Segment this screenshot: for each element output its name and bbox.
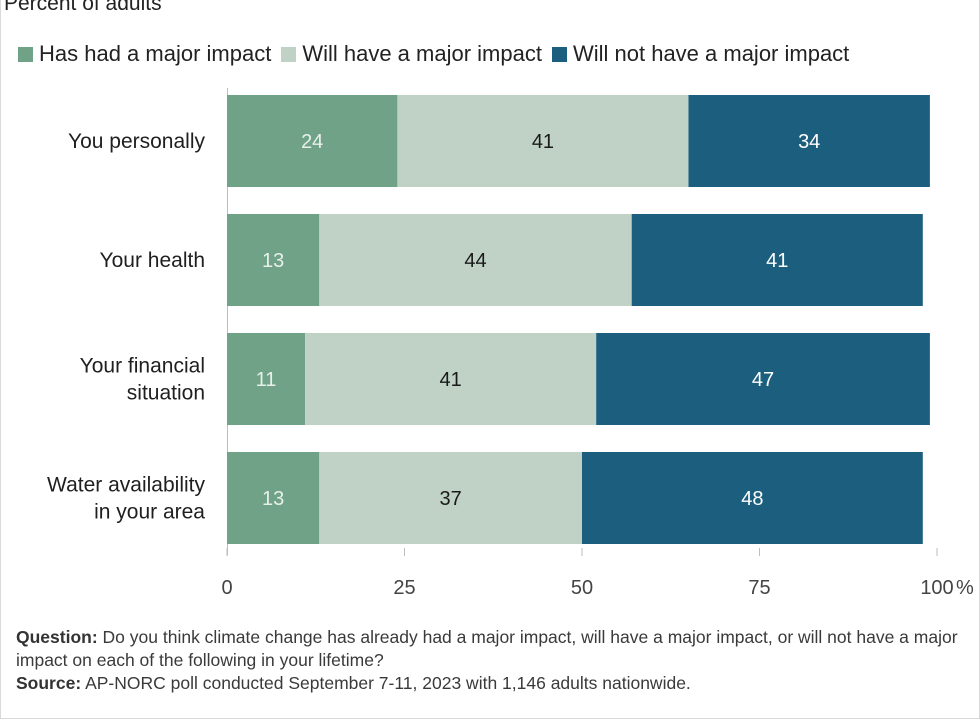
data-label: 37 xyxy=(440,488,462,510)
data-label: 24 xyxy=(301,131,323,153)
source-text: AP-NORC poll conducted September 7-11, 2… xyxy=(85,673,691,693)
category-label: Your financial xyxy=(80,355,205,378)
question-label: Question: xyxy=(16,627,98,647)
data-label: 13 xyxy=(262,250,284,272)
legend-item-will-not-have: Will not have a major impact xyxy=(551,41,850,67)
x-tick-label: 50 xyxy=(571,577,593,599)
category-label: in your area xyxy=(94,501,205,524)
data-label: 41 xyxy=(766,250,788,272)
legend-label-will-have: Will have a major impact xyxy=(302,41,542,66)
bar-segment xyxy=(397,95,689,187)
category-label: Water availability xyxy=(47,474,205,497)
bar-segment xyxy=(227,95,398,187)
bar-segment xyxy=(227,333,306,425)
stacked-bar-chart: You personally 24 41 34 Your health 13 44 41 You… xyxy=(47,88,974,599)
chart-subtitle: Percent of adults xyxy=(4,0,162,15)
bar-segment xyxy=(319,214,632,306)
x-tick-label: 100 xyxy=(920,577,953,599)
data-label: 47 xyxy=(752,369,774,391)
category-label: situation xyxy=(127,382,205,405)
data-label: 48 xyxy=(741,488,763,510)
bar-segment xyxy=(305,333,597,425)
legend-swatch-will-have xyxy=(281,46,297,62)
legend-swatch-has-had xyxy=(18,46,33,62)
question-note: Question: Do you think climate change ha… xyxy=(16,626,966,672)
x-unit-label: % xyxy=(956,577,974,599)
legend-swatch-will-not-have xyxy=(551,46,567,62)
data-label: 34 xyxy=(798,131,820,153)
x-tick-label: 0 xyxy=(221,577,232,599)
data-label: 44 xyxy=(464,250,486,272)
data-label: 13 xyxy=(262,488,284,510)
bar-segment xyxy=(582,452,923,544)
legend-label-will-not-have: Will not have a major impact xyxy=(572,41,850,66)
x-tick-label: 75 xyxy=(748,577,770,599)
source-note: Source: AP-NORC poll conducted September… xyxy=(16,672,966,695)
source-label: Source: xyxy=(16,673,82,693)
data-label: 11 xyxy=(256,369,277,391)
chart-legend: Has had a major impact Will have a major… xyxy=(18,41,859,67)
legend-item-has-had: Has had a major impact xyxy=(18,41,271,67)
bar-segment xyxy=(227,214,320,306)
category-label: You personally xyxy=(68,130,205,153)
x-tick-label: 25 xyxy=(393,577,415,599)
bar-segment xyxy=(227,452,320,544)
data-label: 41 xyxy=(532,131,554,153)
bar-segment xyxy=(319,452,582,544)
question-text: Do you think climate change has already … xyxy=(16,627,958,670)
category-label: Your health xyxy=(100,249,205,272)
chart-notes: Question: Do you think climate change ha… xyxy=(16,626,966,695)
bar-segment xyxy=(688,95,930,187)
legend-item-will-have: Will have a major impact xyxy=(281,41,542,67)
legend-label-has-had: Has had a major impact xyxy=(39,41,272,66)
bar-segment xyxy=(596,333,930,425)
data-label: 41 xyxy=(440,369,462,391)
bar-segment xyxy=(631,214,923,306)
